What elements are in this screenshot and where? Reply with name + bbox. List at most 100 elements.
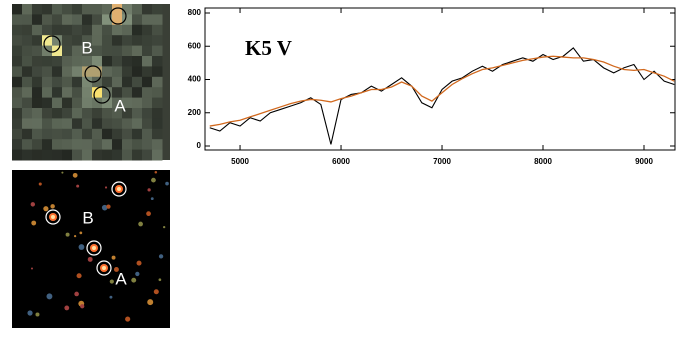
image-pixel: [112, 14, 123, 26]
image-pixel: [52, 108, 63, 119]
image-pixel: [82, 14, 93, 26]
image-pixel: [72, 35, 83, 47]
image-pixel: [132, 14, 143, 26]
star: [61, 171, 64, 174]
image-pixel: [12, 97, 23, 109]
image-pixel: [152, 45, 163, 57]
marker: [96, 260, 112, 276]
image-pixel: [72, 56, 83, 67]
image-pixel: [42, 139, 53, 151]
image-pixel: [12, 118, 23, 130]
image-pixel: [92, 87, 103, 99]
image-pixel: [12, 35, 23, 47]
image-pixel: [32, 118, 43, 130]
image-pixel: [92, 76, 103, 88]
image-pixel: [122, 128, 133, 140]
image-pixel: [52, 45, 63, 57]
star: [50, 204, 55, 209]
star: [72, 172, 78, 178]
image-pixel: [92, 108, 103, 119]
image-pixel: [122, 35, 133, 47]
image-pixel: [22, 35, 33, 47]
image-pixel: [102, 24, 113, 36]
star: [74, 291, 79, 297]
image-pixel: [82, 97, 93, 109]
image-pixel: [32, 128, 43, 140]
star: [106, 204, 111, 209]
image-pixel: [52, 97, 63, 109]
image-pixel: [62, 14, 73, 26]
image-pixel: [122, 149, 133, 161]
image-pixel: [132, 108, 143, 119]
image-pixel: [12, 66, 23, 78]
image-pixel: [62, 118, 73, 130]
image-pixel: [132, 45, 143, 57]
image-pixel: [52, 14, 63, 26]
image-pixel: [132, 76, 143, 88]
image-pixel: [132, 128, 143, 140]
image-pixel: [32, 149, 43, 161]
y-tick-label: 0: [197, 141, 202, 150]
image-pixel: [12, 128, 23, 140]
image-pixel: [122, 4, 133, 15]
image-pixel: [102, 87, 113, 99]
y-tick-label: 200: [188, 108, 202, 117]
star: [147, 299, 154, 306]
image-pixel: [62, 76, 73, 88]
star: [102, 266, 106, 270]
image-pixel: [142, 97, 153, 109]
star: [151, 177, 156, 183]
image-pixel: [42, 149, 53, 161]
star: [64, 305, 70, 311]
image-pixel: [72, 45, 83, 57]
image-pixel: [102, 14, 113, 26]
image-pixel: [142, 66, 153, 78]
image-pixel: [82, 87, 93, 99]
image-pixel: [72, 24, 83, 36]
image-pixel: [102, 56, 113, 67]
image-pixel: [112, 45, 123, 57]
image-pixel: [122, 97, 133, 109]
image-pixel: [152, 76, 163, 88]
image-pixel: [92, 4, 103, 15]
image-pixel: [52, 56, 63, 67]
image-pixel: [142, 24, 153, 36]
image-pixel: [122, 45, 133, 57]
star: [80, 304, 85, 309]
image-pixel: [102, 45, 113, 57]
image-pixel: [12, 45, 23, 57]
image-pixel: [142, 118, 153, 130]
image-pixel: [22, 139, 33, 151]
marker: [86, 240, 102, 256]
image-pixel: [92, 97, 103, 109]
star: [35, 312, 40, 317]
image-pixel: [112, 128, 123, 140]
y-tick-label: 600: [188, 41, 202, 50]
image-pixel: [152, 56, 163, 67]
image-pixel: [32, 108, 43, 119]
image-pixel: [72, 97, 83, 109]
image-pixel: [42, 97, 53, 109]
image-pixel: [62, 139, 73, 151]
image-pixel: [132, 35, 143, 47]
image-pixel: [52, 76, 63, 88]
image-pixel: [142, 35, 153, 47]
image-pixel: [32, 45, 43, 57]
image-pixel: [72, 149, 83, 161]
image-pixel: [72, 4, 83, 15]
image-pixel: [22, 14, 33, 26]
star: [135, 271, 140, 277]
image-pixel: [22, 149, 33, 161]
image-pixel: [112, 4, 123, 15]
star: [73, 235, 77, 238]
image-pixel: [72, 14, 83, 26]
star: [43, 206, 49, 212]
image-pixel: [92, 14, 103, 26]
image-pixel: [142, 4, 153, 15]
image-pixel: [152, 14, 163, 26]
image-pixel: [52, 66, 63, 78]
star: [79, 231, 83, 235]
image-pixel: [62, 56, 73, 67]
x-tick-label: 7000: [433, 157, 451, 166]
star: [38, 182, 42, 186]
